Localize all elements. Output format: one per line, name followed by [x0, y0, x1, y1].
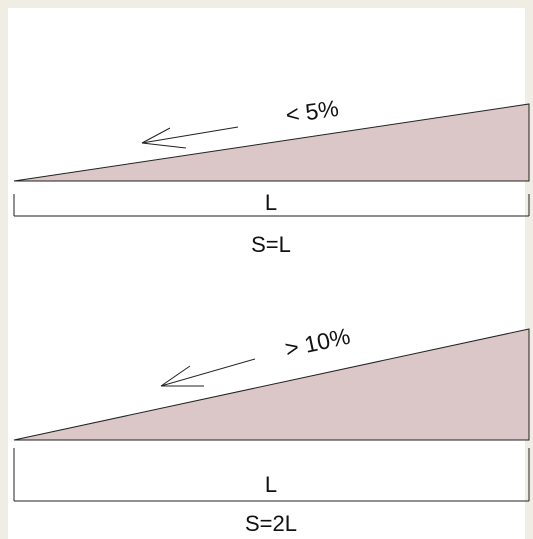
- length-bracket-steep: [13, 448, 530, 502]
- distance-label-gentle: S=L: [251, 232, 291, 257]
- slope-label-steep: > 10%: [283, 323, 353, 362]
- direction-arrow-icon: [141, 126, 239, 149]
- canvas-panel: [8, 8, 525, 539]
- ramp-gentle-wedge: [13, 103, 530, 182]
- direction-arrow-icon: [160, 358, 256, 387]
- ramp-diagram-steep: > 10% L S=2L: [13, 323, 530, 536]
- distance-label-steep: S=2L: [245, 511, 297, 536]
- ramp-steep-wedge: [13, 328, 530, 441]
- ramp-diagram-gentle: < 5% L S=L: [13, 95, 530, 257]
- length-bracket-gentle: [13, 194, 530, 217]
- length-label-steep: L: [265, 472, 277, 497]
- length-label-gentle: L: [265, 190, 277, 215]
- slope-label-gentle: < 5%: [284, 95, 340, 128]
